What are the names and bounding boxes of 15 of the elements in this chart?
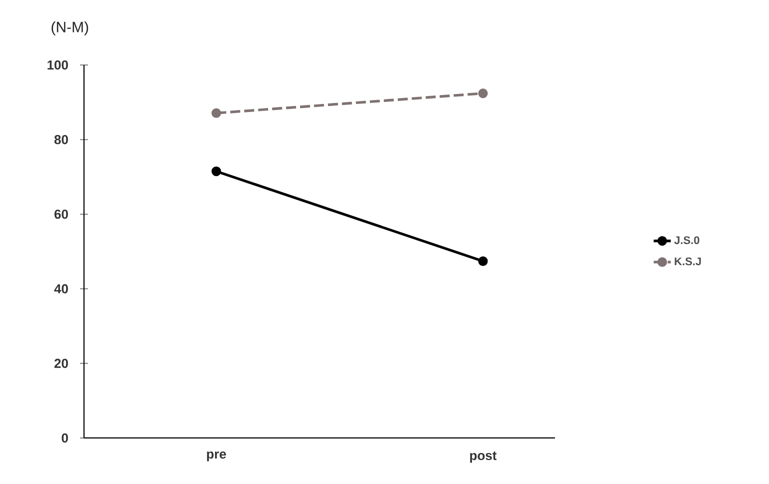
y-tick-label: 100 (48, 60, 68, 70)
y-tick-label: 0 (62, 433, 68, 443)
point (211, 108, 222, 118)
x-tick-label: post (470, 452, 497, 463)
point (478, 256, 488, 266)
y-tick-label: 40 (54, 284, 68, 294)
point (211, 166, 222, 176)
x-tick-label: pre (207, 452, 226, 462)
y-tick-label: 80 (54, 134, 68, 144)
y-tick-label: 60 (54, 210, 68, 219)
legend-label: K.S.J (674, 258, 701, 266)
y-tick-label: 20 (54, 358, 68, 368)
point (478, 88, 488, 98)
y-axis-title: (N-M) (52, 21, 88, 36)
legend-label: J.S.0 (674, 236, 700, 244)
